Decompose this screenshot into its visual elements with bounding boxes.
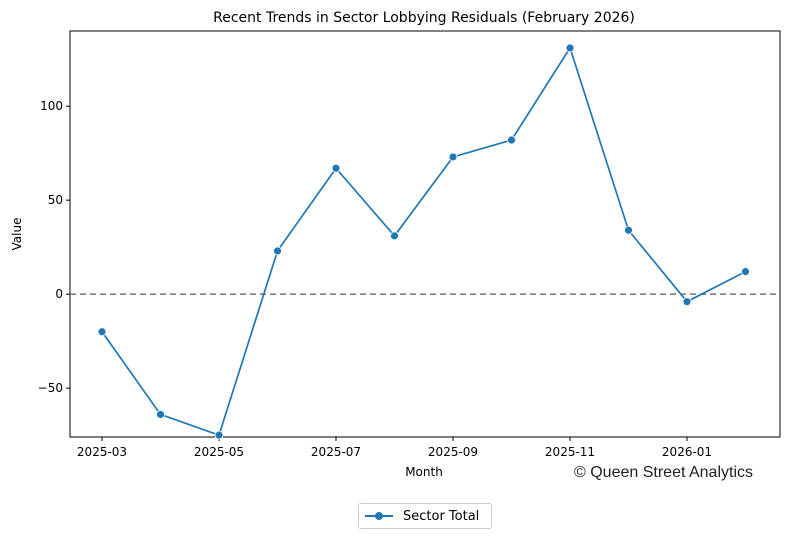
legend: Sector Total bbox=[358, 503, 492, 529]
x-tick-label: 2025-11 bbox=[545, 445, 595, 459]
x-tick-label: 2025-07 bbox=[311, 445, 361, 459]
legend-label-sector-total: Sector Total bbox=[403, 508, 480, 524]
y-tick-label: 100 bbox=[40, 99, 63, 113]
credit-watermark: © Queen Street Analytics bbox=[574, 464, 753, 481]
data-point bbox=[565, 43, 575, 53]
data-point bbox=[624, 225, 633, 235]
plot-area: −50 0 50 100 2025-03 2025-05 2025-07 2025-09 202… bbox=[38, 30, 781, 459]
data-point bbox=[97, 327, 107, 337]
x-tick-label: 2025-03 bbox=[77, 445, 127, 459]
y-axis-label: Value bbox=[10, 218, 24, 251]
plot-frame bbox=[69, 30, 781, 438]
x-axis-label: Month bbox=[405, 465, 443, 479]
series-line-sector-total bbox=[101, 45, 746, 437]
data-point bbox=[331, 163, 341, 173]
x-tick-label: 2026-01 bbox=[662, 445, 712, 459]
data-point bbox=[507, 135, 516, 145]
data-point bbox=[682, 297, 692, 307]
x-tick-label: 2025-09 bbox=[428, 445, 478, 459]
x-tick-label: 2025-05 bbox=[194, 445, 244, 459]
y-tick-label: 50 bbox=[48, 193, 63, 207]
data-point bbox=[390, 231, 399, 241]
chart-title: Recent Trends in Sector Lobbying Residua… bbox=[213, 10, 635, 26]
y-tick-label: 0 bbox=[55, 287, 63, 301]
data-point bbox=[273, 246, 282, 256]
data-point bbox=[741, 267, 750, 276]
data-point bbox=[448, 152, 458, 162]
y-tick-label: −50 bbox=[38, 381, 63, 395]
data-point bbox=[156, 410, 165, 419]
data-point bbox=[214, 430, 224, 440]
legend-swatch-sector-total bbox=[365, 510, 393, 522]
